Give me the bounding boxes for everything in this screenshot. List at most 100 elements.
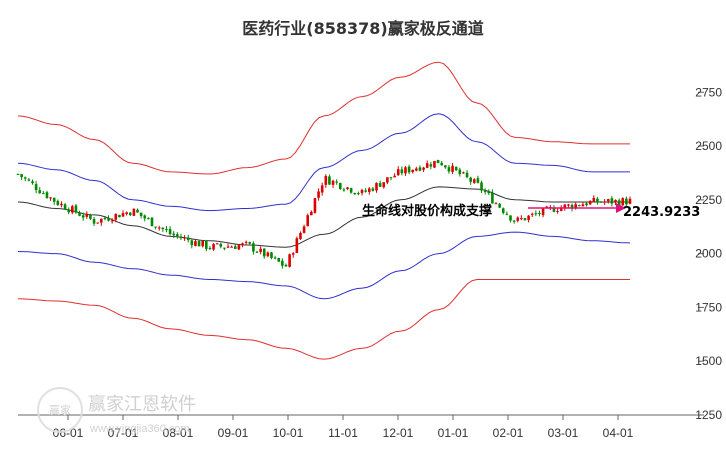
candle-body	[277, 258, 281, 262]
candle-body	[310, 211, 313, 216]
candle	[360, 188, 364, 196]
candle-body	[179, 236, 183, 239]
candle	[284, 263, 288, 267]
candle	[581, 202, 585, 207]
candle-body	[49, 197, 52, 199]
candle	[588, 200, 592, 205]
candle	[320, 182, 324, 196]
candle-body	[599, 201, 603, 203]
candle-body	[208, 248, 212, 250]
candle-body	[581, 204, 585, 207]
candle	[67, 207, 70, 215]
candle	[556, 208, 559, 214]
candle-body	[237, 245, 241, 250]
candle-body	[306, 215, 310, 227]
x-tick-label: 03-01	[548, 426, 579, 440]
candle-body	[219, 243, 223, 247]
candle-body	[527, 215, 530, 220]
candlesticks	[16, 159, 632, 269]
candle	[596, 196, 599, 205]
candle	[331, 179, 335, 188]
candle-body	[552, 207, 556, 212]
candle-body	[212, 244, 215, 250]
candle	[512, 220, 516, 224]
candle-body	[422, 167, 425, 170]
candle	[157, 225, 161, 231]
candle	[436, 159, 440, 164]
candle-body	[444, 165, 447, 168]
candle-body	[469, 177, 472, 182]
candle-body	[563, 204, 567, 209]
candle-body	[165, 228, 168, 231]
candle-body	[107, 218, 110, 221]
candle-body	[63, 204, 67, 210]
candle	[186, 234, 190, 243]
candle	[121, 210, 125, 217]
candle-body	[255, 251, 259, 253]
candle-body	[462, 172, 465, 174]
candle-body	[201, 241, 204, 247]
candle-body	[147, 218, 150, 220]
candle	[505, 211, 509, 216]
candle	[114, 213, 118, 223]
y-tick-label: 2000	[695, 247, 722, 261]
channel-line-upper-inner	[17, 113, 630, 212]
candle	[85, 211, 89, 219]
candle	[154, 226, 157, 230]
candle-body	[545, 206, 549, 208]
candle-body	[136, 209, 139, 213]
channel-line-upper-outer	[17, 61, 630, 175]
candle	[429, 161, 433, 170]
candle-body	[411, 169, 415, 173]
candle	[161, 227, 165, 232]
candle-body	[150, 217, 154, 227]
candle	[469, 176, 472, 185]
candle	[291, 252, 295, 258]
candle-body	[96, 222, 99, 224]
x-tick-label: 06-01	[53, 426, 84, 440]
candle-body	[603, 201, 606, 203]
candle	[465, 170, 469, 179]
y-tick-label: 1500	[695, 354, 722, 368]
candle-body	[23, 177, 27, 179]
candle-body	[331, 180, 335, 185]
candle	[183, 235, 186, 241]
candle-body	[230, 246, 233, 248]
candle-body	[367, 188, 371, 192]
candle	[407, 164, 411, 175]
candle	[444, 165, 447, 169]
support-annotation-text: 生命线对股价构成支撑	[362, 203, 492, 219]
candle-body	[320, 185, 324, 193]
candle	[433, 160, 436, 169]
watermark-logo-icon	[37, 387, 83, 433]
candle-body	[45, 192, 49, 199]
candle-body	[364, 190, 367, 192]
candle-body	[578, 205, 581, 207]
candle-body	[89, 214, 92, 219]
candle-body	[143, 215, 147, 219]
candle	[176, 232, 179, 239]
candle-body	[357, 193, 360, 195]
candle	[49, 196, 52, 201]
candle-body	[56, 200, 60, 206]
candle	[367, 186, 371, 195]
candle	[342, 187, 346, 192]
y-tick-label: 2500	[695, 139, 722, 153]
candle-body	[291, 253, 295, 255]
candle	[415, 166, 418, 172]
candle	[215, 243, 219, 245]
candle	[324, 174, 328, 188]
candle	[480, 180, 483, 194]
candle-body	[128, 212, 132, 216]
candle-body	[52, 197, 56, 202]
candle	[610, 196, 614, 207]
candle-body	[248, 241, 252, 244]
candle	[110, 218, 114, 224]
candle-body	[121, 213, 125, 217]
candle-body	[610, 198, 614, 204]
candle-body	[567, 204, 570, 206]
candle	[357, 191, 360, 196]
candle-body	[592, 197, 596, 202]
candle	[190, 238, 194, 249]
candle	[422, 166, 425, 173]
